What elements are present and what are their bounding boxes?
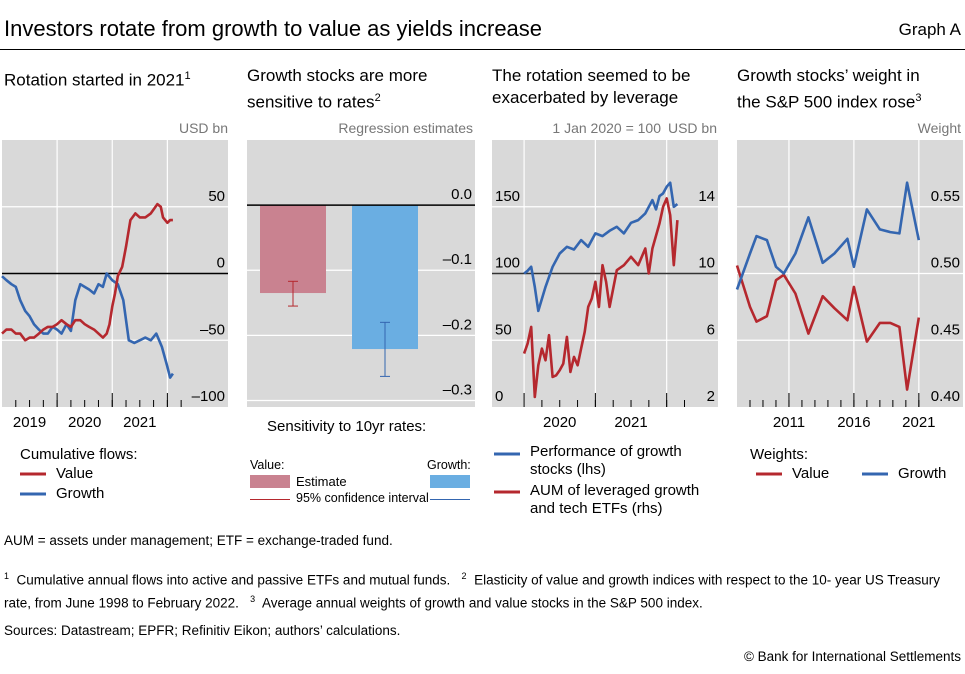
y2-tick-label: 14 [698, 188, 715, 205]
footnote-3: Average annual weights of growth and val… [261, 595, 703, 610]
sources-note: Sources: Datastream; EPFR; Refinitiv Eik… [4, 623, 401, 638]
footnote-ref: 3 [915, 92, 922, 104]
y2-tick-label: 6 [707, 321, 715, 338]
x-tick-label: 2021 [902, 414, 935, 431]
legend-value-swatch [20, 472, 46, 476]
growth-flows-line [1, 272, 174, 379]
panel-3-unit-right: USD bn [667, 120, 717, 136]
legend-2-growth-label: Growth: [427, 458, 471, 472]
y-tick-label: 0.45 [931, 321, 960, 338]
legend-2-value-label: Value: [250, 458, 285, 472]
panel-3-title: The rotation seemed to be exacerbated by … [492, 65, 690, 109]
panel-4-title-line: Growth stocks’ weight in [737, 66, 920, 85]
legend-value-swatch [494, 490, 520, 494]
x-tick-label: 2021 [123, 414, 156, 431]
footnote-marker: 3 [250, 593, 256, 604]
legend-line: Performance of growth [530, 443, 682, 460]
legend-3-growth: Performance of growth stocks (lhs) [530, 443, 682, 479]
legend-4-heading: Weights: [750, 446, 809, 463]
legend-growth-swatch [20, 492, 46, 496]
footnote-ref: 2 [374, 92, 381, 104]
y2-tick-label: 10 [698, 255, 715, 272]
legend-growth-estimate-swatch [430, 475, 470, 488]
legend-growth-swatch [494, 452, 520, 456]
y-tick-label: 100 [495, 255, 520, 272]
y-tick-label: –100 [192, 388, 225, 405]
x-tick-label: 2021 [614, 414, 647, 431]
footnote-2b: year US Treasury rate, from June 1998 to… [4, 572, 941, 611]
y-tick-label: 50 [208, 188, 225, 205]
legend-2-estimate: Estimate [296, 474, 347, 489]
legend-line: AUM of leveraged growth [530, 482, 700, 499]
y-tick-label: 50 [495, 321, 512, 338]
panel-4-title-line: the S&P 500 index rose [737, 92, 916, 112]
legend-3-aum: AUM of leveraged growth and tech ETFs (rh… [530, 482, 699, 518]
panel-3-title-line: exacerbated by leverage [492, 88, 679, 107]
y-tick-label: –0.2 [443, 316, 472, 333]
panel-4-title: Growth stocks’ weight in the S&P 500 inde… [737, 65, 921, 114]
y-tick-label: 0.50 [931, 255, 960, 272]
y-tick-label: 0.0 [451, 186, 472, 203]
x-tick-label: 2016 [837, 414, 870, 431]
legend-line: and tech ETFs (rhs) [530, 500, 663, 517]
y2-tick-label: 2 [707, 388, 715, 405]
y-tick-label: –0.3 [443, 381, 472, 398]
legend-2-ci: 95% confidence interval [296, 491, 429, 505]
copyright: © Bank for International Settlements [743, 649, 961, 664]
panel-1-unit: USD bn [178, 120, 228, 136]
legend-4-growth: Growth [898, 465, 947, 482]
figure-title: Investors rotate from growth to value as… [4, 16, 543, 41]
x-tick-label: 2019 [13, 414, 46, 431]
legend-value-estimate-swatch [250, 475, 290, 488]
panel-4-unit: Weight [917, 120, 961, 136]
panel-3-unit-left: 1 Jan 2020 = 100 [552, 120, 661, 136]
title-divider [0, 49, 965, 50]
y-tick-label: 0 [217, 255, 225, 272]
value-weight-line [735, 265, 921, 391]
panel-2-unit: Regression estimates [338, 120, 473, 136]
charts-canvas: 50 0 –50 –100 2019 2020 2021 0.0 –0.1 –0.2 –0.3 150… [1, 140, 963, 431]
growth-weight-line [735, 181, 921, 290]
legend-line: stocks (lhs) [530, 461, 606, 478]
footnotes: 1 Cumulative annual flows into active an… [4, 567, 962, 612]
panel-2-title: Growth stocks are more sensitive to rates… [247, 65, 427, 114]
legend-value-ci-swatch [250, 499, 290, 500]
value-flows-line [1, 202, 173, 342]
footnote-ref: 1 [184, 70, 191, 82]
legend-2-heading: Sensitivity to 10yr rates: [267, 418, 427, 435]
y-tick-label: –0.1 [443, 251, 472, 268]
y-tick-label: 0 [495, 388, 503, 405]
y-tick-label: 150 [495, 188, 520, 205]
y-tick-label: 0.40 [931, 388, 960, 405]
aum-leveraged-etfs-line [522, 197, 679, 399]
legend-growth-ci-swatch [430, 499, 470, 500]
legend-1-value: Value [56, 465, 94, 482]
footnote-1: Cumulative annual flows into active and … [16, 572, 451, 588]
legend-1-heading: Cumulative flows: [20, 446, 138, 463]
footnote-marker: 2 [461, 571, 467, 581]
footnote-marker: 1 [4, 571, 10, 581]
panel-2-title-line: sensitive to rates [247, 92, 375, 112]
panel-1-title: Rotation started in 20211 [4, 65, 191, 92]
legend-growth-swatch [862, 472, 888, 476]
panel-3-title-line: The rotation seemed to be [492, 66, 691, 85]
panel-1-title-text: Rotation started in 2021 [4, 70, 185, 90]
growth-performance-line [523, 181, 679, 313]
y-tick-label: –50 [200, 321, 225, 338]
bar-value [260, 205, 326, 294]
abbreviations-note: AUM = assets under management; ETF = exc… [4, 533, 393, 548]
legend-1-growth: Growth [56, 485, 105, 502]
footnote-2a: Elasticity of value and growth indices w… [474, 572, 832, 588]
x-tick-label: 2020 [68, 414, 101, 431]
legend-4-value: Value [792, 465, 830, 482]
y-tick-label: 0.55 [931, 188, 960, 205]
x-tick-label: 2011 [773, 414, 805, 431]
x-tick-label: 2020 [543, 414, 576, 431]
panel-2-title-line: Growth stocks are more [247, 66, 428, 85]
legend-value-swatch [756, 472, 782, 476]
graph-label: Graph A [898, 20, 961, 39]
